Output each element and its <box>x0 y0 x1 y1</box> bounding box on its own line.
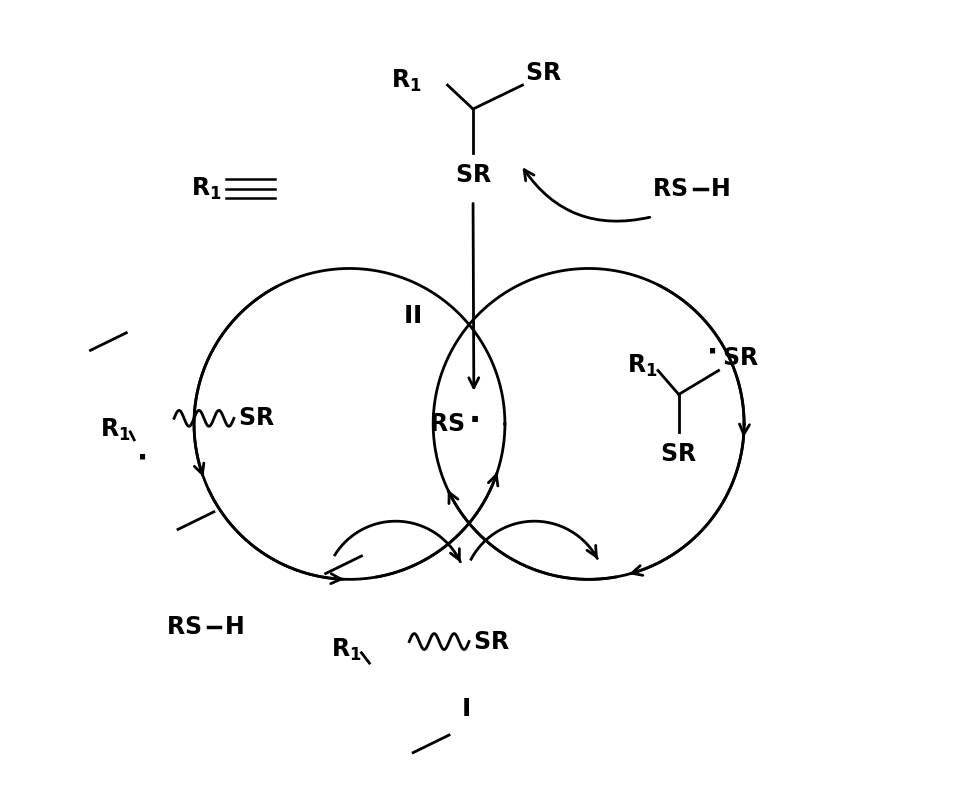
Text: $\mathbf{SR}$: $\mathbf{SR}$ <box>721 346 758 370</box>
Text: $\mathbf{\cdot}$: $\mathbf{\cdot}$ <box>704 338 715 366</box>
Text: $\mathbf{H}$: $\mathbf{H}$ <box>709 177 729 201</box>
Text: $\mathbf{R_1}$: $\mathbf{R_1}$ <box>100 416 130 442</box>
Text: $\mathbf{\cdot}$: $\mathbf{\cdot}$ <box>468 405 479 435</box>
Text: $\mathbf{SR}$: $\mathbf{SR}$ <box>524 61 561 85</box>
Text: $\mathbf{SR}$: $\mathbf{SR}$ <box>237 406 274 430</box>
Text: $\mathbf{RS}$: $\mathbf{RS}$ <box>652 177 687 201</box>
Text: $\mathbf{R_1}$: $\mathbf{R_1}$ <box>191 176 222 202</box>
Text: $\mathbf{RS}$: $\mathbf{RS}$ <box>166 615 202 639</box>
Text: $\mathbf{H}$: $\mathbf{H}$ <box>223 615 243 639</box>
Text: $\mathbf{II}$: $\mathbf{II}$ <box>402 304 421 328</box>
Text: $\mathbf{SR}$: $\mathbf{SR}$ <box>660 442 697 466</box>
Text: $\mathbf{SR}$: $\mathbf{SR}$ <box>473 630 510 654</box>
Text: $\mathbf{R_1}$: $\mathbf{R_1}$ <box>391 68 421 94</box>
Text: $\mathbf{SR}$: $\mathbf{SR}$ <box>454 163 491 187</box>
Text: $\mathbf{RS}$: $\mathbf{RS}$ <box>428 412 464 436</box>
Text: $\mathbf{R_1}$: $\mathbf{R_1}$ <box>330 638 361 663</box>
Text: $\mathbf{\cdot}$: $\mathbf{\cdot}$ <box>136 443 145 471</box>
Text: $\mathbf{I}$: $\mathbf{I}$ <box>460 698 469 722</box>
Text: $\mathbf{R_1}$: $\mathbf{R_1}$ <box>627 353 657 379</box>
